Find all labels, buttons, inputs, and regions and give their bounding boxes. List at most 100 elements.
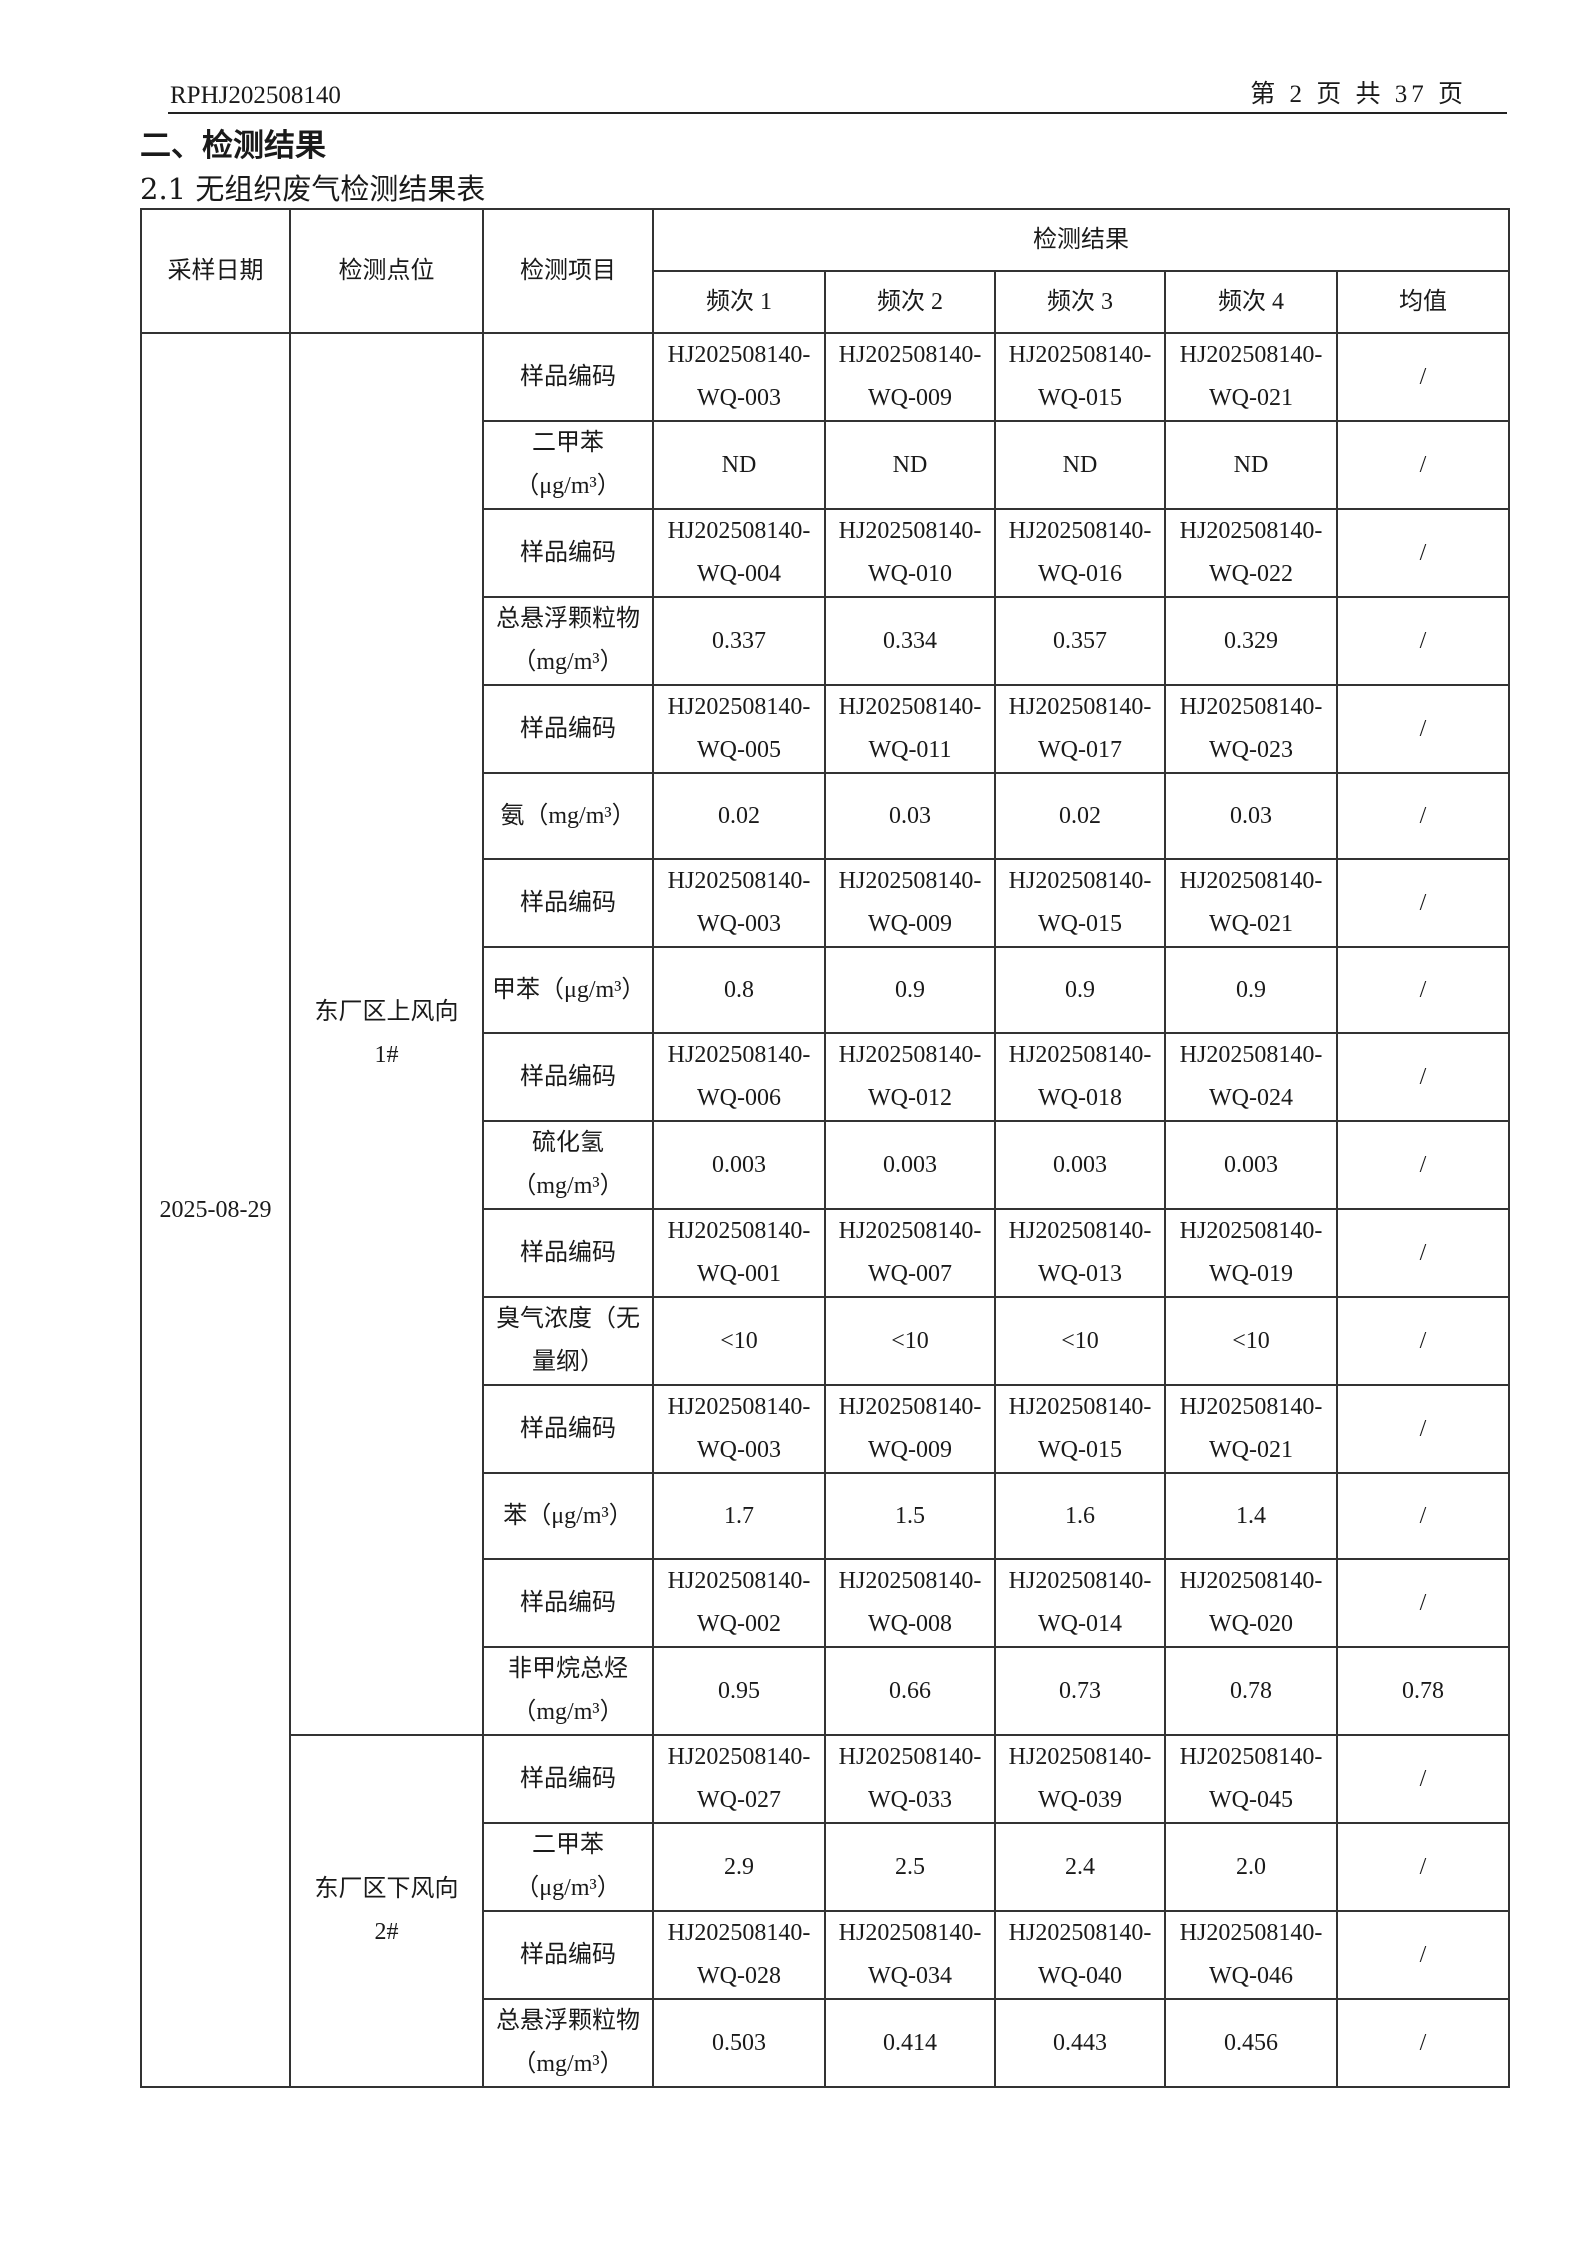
header-location: 检测点位 xyxy=(289,208,484,334)
header-freq-3: 频次 3 xyxy=(994,270,1166,334)
sample-code-cell: HJ202508140-WQ-039 xyxy=(994,1734,1166,1824)
sample-code-label: 样品编码 xyxy=(482,1558,654,1648)
sample-code-cell: HJ202508140-WQ-015 xyxy=(994,1384,1166,1474)
result-value-cell: 0.414 xyxy=(824,1998,996,2088)
sample-code-cell: HJ202508140-WQ-011 xyxy=(824,684,996,774)
result-value-cell: 0.456 xyxy=(1164,1998,1338,2088)
sample-code-cell: HJ202508140-WQ-034 xyxy=(824,1910,996,2000)
result-mean-cell: / xyxy=(1335,946,1511,1034)
sample-code-cell: HJ202508140-WQ-020 xyxy=(1164,1558,1338,1648)
sample-code-mean-cell: / xyxy=(1335,332,1511,422)
sample-code-mean-cell: / xyxy=(1335,1208,1511,1298)
sample-code-cell: HJ202508140-WQ-018 xyxy=(994,1032,1166,1122)
table-row: 样品编码 HJ202508140-WQ-003 HJ202508140-WQ-009… xyxy=(141,858,1511,948)
test-item-cell: 苯（μg/m³） xyxy=(482,1472,654,1560)
result-value-cell: 0.443 xyxy=(994,1998,1166,2088)
sample-code-mean-cell: / xyxy=(1335,1558,1511,1648)
result-value-cell: 0.003 xyxy=(994,1120,1166,1210)
result-value-cell: 0.66 xyxy=(824,1646,996,1736)
test-item-cell: 氨（mg/m³） xyxy=(482,772,654,860)
table-row: 2025-08-29 东厂区上风向 1# 样品编码 HJ202508140-WQ-00… xyxy=(140,332,1511,2088)
result-value-cell: ND xyxy=(994,420,1166,510)
sample-code-cell: HJ202508140-WQ-007 xyxy=(824,1208,996,1298)
result-value-cell: 0.78 xyxy=(1164,1646,1338,1736)
sample-code-mean-cell: / xyxy=(1335,684,1511,774)
table-row: 臭气浓度（无量纲） <10 <10 <10 <10/ xyxy=(141,1296,1511,1386)
sample-code-cell: HJ202508140-WQ-027 xyxy=(652,1734,826,1824)
test-item-cell: 臭气浓度（无量纲） xyxy=(482,1296,654,1386)
sample-code-label: 样品编码 xyxy=(482,1910,654,2000)
result-value-cell: 1.5 xyxy=(824,1472,996,1560)
result-value-cell: 0.73 xyxy=(994,1646,1166,1736)
sample-code-label: 样品编码 xyxy=(482,684,654,774)
sample-code-cell: HJ202508140-WQ-003 xyxy=(652,332,826,422)
test-item-cell: 二甲苯（μg/m³） xyxy=(482,1822,654,1912)
result-value-cell: 0.02 xyxy=(652,772,826,860)
subsection-title: 2.1 无组织废气检测结果表 xyxy=(140,172,486,206)
table-row: 苯（μg/m³） 1.7 1.5 1.6 1.4/ xyxy=(141,1472,1511,1560)
location-cell: 东厂区上风向 1# xyxy=(289,332,484,1736)
result-value-cell: 1.7 xyxy=(652,1472,826,1560)
result-value-cell: 0.9 xyxy=(824,946,996,1034)
test-item-cell: 总悬浮颗粒物（mg/m³） xyxy=(482,596,654,686)
result-value-cell: 0.03 xyxy=(824,772,996,860)
table-row: 样品编码 HJ202508140-WQ-001 HJ202508140-WQ-007… xyxy=(141,1208,1511,1298)
result-value-cell: 0.503 xyxy=(652,1998,826,2088)
sample-code-cell: HJ202508140-WQ-021 xyxy=(1164,1384,1338,1474)
result-mean-cell: / xyxy=(1335,1296,1511,1386)
result-mean-cell: / xyxy=(1335,1822,1511,1912)
sample-code-mean-cell: / xyxy=(1335,1910,1511,2000)
sample-code-label: 样品编码 xyxy=(482,1734,654,1824)
sample-code-cell: HJ202508140-WQ-017 xyxy=(994,684,1166,774)
sample-code-label: 样品编码 xyxy=(482,1032,654,1122)
sample-code-cell: HJ202508140-WQ-021 xyxy=(1164,858,1338,948)
result-value-cell: 2.4 xyxy=(994,1822,1166,1912)
section-title: 二、检测结果 xyxy=(140,128,326,164)
result-value-cell: <10 xyxy=(652,1296,826,1386)
sample-code-cell: HJ202508140-WQ-003 xyxy=(652,858,826,948)
result-value-cell: 2.0 xyxy=(1164,1822,1338,1912)
table-body: 2025-08-29 东厂区上风向 1# 样品编码 HJ202508140-WQ-00… xyxy=(140,332,1511,2088)
header-mean: 均值 xyxy=(1335,270,1511,334)
sample-code-cell: HJ202508140-WQ-009 xyxy=(824,1384,996,1474)
result-value-cell: 0.003 xyxy=(1164,1120,1338,1210)
result-value-cell: 0.357 xyxy=(994,596,1166,686)
result-value-cell: 0.334 xyxy=(824,596,996,686)
result-value-cell: ND xyxy=(824,420,996,510)
result-value-cell: 0.95 xyxy=(652,1646,826,1736)
table-row: 非甲烷总烃（mg/m³） 0.95 0.66 0.73 0.78 0.78 xyxy=(141,1646,1511,1736)
sample-code-cell: HJ202508140-WQ-024 xyxy=(1164,1032,1338,1122)
header-results: 检测结果 xyxy=(651,208,1511,272)
sample-code-cell: HJ202508140-WQ-001 xyxy=(652,1208,826,1298)
sample-code-cell: HJ202508140-WQ-023 xyxy=(1164,684,1338,774)
table-row: 样品编码 HJ202508140-WQ-004 HJ202508140-WQ-010… xyxy=(141,508,1511,598)
sample-code-cell: HJ202508140-WQ-040 xyxy=(994,1910,1166,2000)
result-mean-cell: / xyxy=(1335,1998,1511,2088)
table-row: 二甲苯（μg/m³） ND ND ND ND / xyxy=(141,420,1511,510)
sample-code-mean-cell: / xyxy=(1335,508,1511,598)
header-freq-1: 频次 1 xyxy=(652,270,826,334)
sample-code-label: 样品编码 xyxy=(482,858,654,948)
header-freq-4: 频次 4 xyxy=(1164,270,1338,334)
result-value-cell: 0.003 xyxy=(824,1120,996,1210)
sample-code-cell: HJ202508140-WQ-002 xyxy=(652,1558,826,1648)
sample-code-mean-cell: / xyxy=(1335,1734,1511,1824)
test-item-cell: 二甲苯（μg/m³） xyxy=(482,420,654,510)
result-mean-cell: / xyxy=(1335,420,1511,510)
sample-code-mean-cell: / xyxy=(1335,858,1511,948)
result-value-cell: 0.337 xyxy=(652,596,826,686)
result-value-cell: 2.9 xyxy=(652,1822,826,1912)
table-row: 总悬浮颗粒物（mg/m³） 0.503 0.414 0.443 0.456/ xyxy=(141,1998,1511,2088)
sample-code-cell: HJ202508140-WQ-045 xyxy=(1164,1734,1338,1824)
sample-code-mean-cell: / xyxy=(1335,1384,1511,1474)
sample-code-cell: HJ202508140-WQ-012 xyxy=(824,1032,996,1122)
sample-code-cell: HJ202508140-WQ-003 xyxy=(652,1384,826,1474)
result-mean-cell: / xyxy=(1335,1120,1511,1210)
sample-code-label: 样品编码 xyxy=(482,1208,654,1298)
results-table: 采样日期 检测点位 检测项目 检测结果 频次 1 频次 2 频次 3 频次 4 … xyxy=(140,208,1511,2088)
page-info: 第 2 页 共 37 页 xyxy=(1250,81,1467,108)
result-value-cell: 0.02 xyxy=(994,772,1166,860)
sample-code-cell: HJ202508140-WQ-008 xyxy=(824,1558,996,1648)
sample-code-cell: HJ202508140-WQ-014 xyxy=(994,1558,1166,1648)
table-row: 氨（mg/m³） 0.02 0.03 0.02 0.03/ xyxy=(141,772,1511,860)
